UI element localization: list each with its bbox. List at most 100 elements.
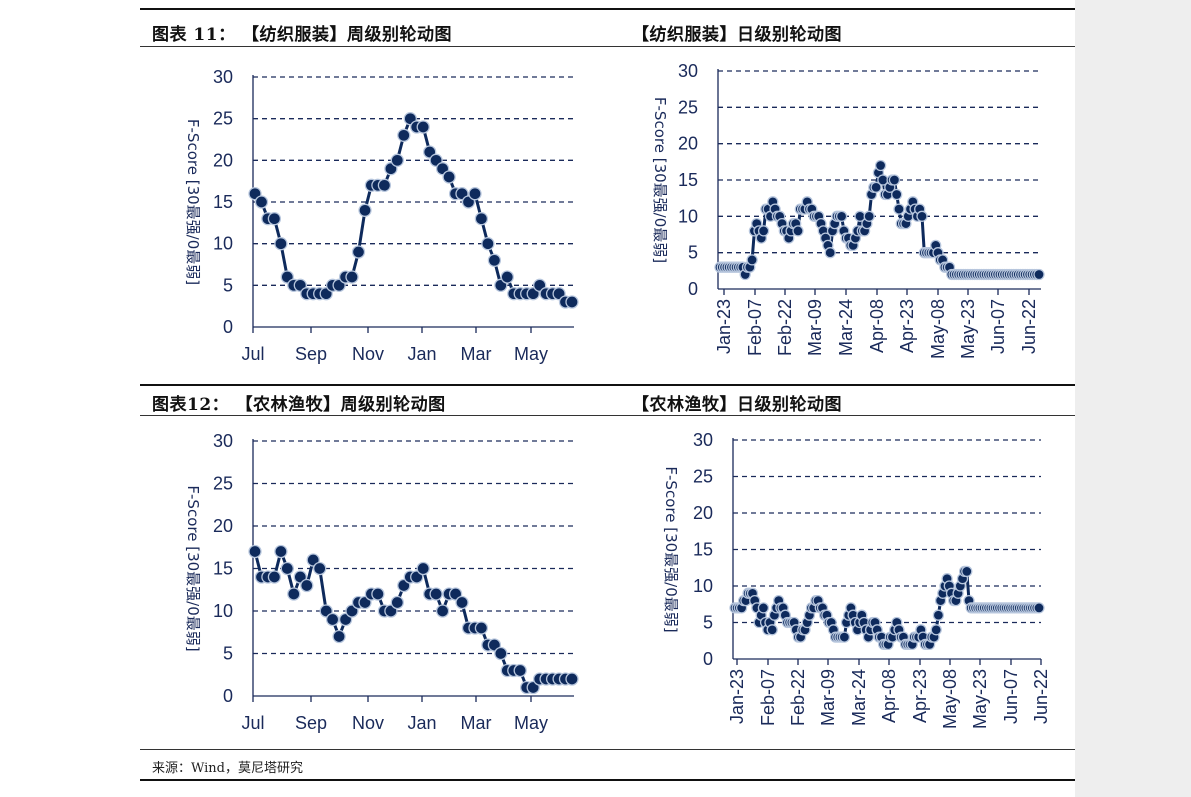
chart-3-point bbox=[565, 672, 579, 686]
chart-4-ytick-label-20: 20 bbox=[693, 503, 713, 523]
chart-2-xtick-label-2: Feb-07 bbox=[745, 299, 765, 356]
chart-2-ytick-label-25: 25 bbox=[678, 97, 698, 117]
chart-1-ytick-label-5: 5 bbox=[223, 275, 233, 295]
chart-1-ytick-label-25: 25 bbox=[213, 109, 233, 129]
chart-3-xtick-label-5: Mar bbox=[461, 713, 492, 733]
chart-2-point bbox=[891, 188, 903, 201]
chart-4-xtick-label-10: Jun-07 bbox=[1001, 669, 1021, 724]
chart-2-point bbox=[863, 210, 875, 222]
figure-12-title-rule bbox=[140, 415, 1075, 416]
chart-1-point bbox=[345, 270, 359, 284]
chart-1-xtick-label-4: Jan bbox=[407, 344, 436, 364]
chart-3-point bbox=[494, 646, 508, 661]
chart-4-point bbox=[766, 624, 778, 636]
chart-3-ytick-label-5: 5 bbox=[223, 644, 233, 664]
chart-2-ytick-label-0: 0 bbox=[688, 279, 698, 299]
chart-2-point bbox=[874, 159, 887, 172]
chart-1-point bbox=[442, 170, 456, 184]
chart-3-y-axis-label: F-Score [30最强/0最弱] bbox=[184, 485, 202, 651]
chart-4-ytick-label-0: 0 bbox=[703, 649, 713, 669]
chart-4-xtick-label-3: Feb-22 bbox=[788, 669, 808, 726]
chart-1-xtick-label-3: Nov bbox=[352, 344, 384, 364]
chart-1-point bbox=[397, 128, 411, 142]
chart-2-xtick-label-11: Jun-22 bbox=[1019, 299, 1039, 354]
chart-4-ytick-label-15: 15 bbox=[693, 540, 713, 560]
chart-4-xtick-label-8: May-08 bbox=[940, 669, 960, 729]
chart-1-ytick-label-15: 15 bbox=[213, 192, 233, 212]
chart-2-ytick-label-10: 10 bbox=[678, 206, 698, 226]
chart-3-point bbox=[435, 604, 450, 618]
chart-2-ytick-label-5: 5 bbox=[688, 243, 698, 263]
chart-4-xtick-label-5: Mar-24 bbox=[849, 669, 869, 726]
chart-4-ytick-label-25: 25 bbox=[693, 467, 713, 487]
chart-3-point bbox=[300, 578, 314, 593]
chart-4-point bbox=[838, 631, 851, 643]
chart-4-point bbox=[932, 609, 945, 621]
chart-1-xtick-label-1: Jul bbox=[241, 344, 264, 364]
chart-2-xtick-label-6: Apr-08 bbox=[867, 299, 887, 353]
chart-3-point bbox=[248, 544, 262, 559]
chart-3-point bbox=[513, 663, 527, 678]
chart-3-ytick-label-0: 0 bbox=[223, 686, 233, 706]
source-rule bbox=[140, 749, 1075, 750]
chart-2-xtick-label-8: May-08 bbox=[928, 299, 948, 359]
chart-3-point bbox=[313, 561, 327, 576]
chart-1-point bbox=[358, 203, 372, 217]
chart-2-xtick-label-10: Jun-07 bbox=[988, 299, 1008, 354]
chart-1-point bbox=[416, 120, 430, 134]
chart-4-ytick-label-5: 5 bbox=[703, 613, 713, 633]
chart-2-point bbox=[870, 181, 882, 193]
chart-2-xtick-label-1: Jan-23 bbox=[714, 299, 734, 354]
chart-4-point bbox=[930, 624, 942, 636]
chart-4-y-axis-label: F-Score [30最强/0最弱] bbox=[662, 466, 680, 632]
chart-1-point bbox=[267, 212, 282, 226]
chart-3-point bbox=[371, 587, 385, 601]
chart-1-ytick-label-20: 20 bbox=[213, 150, 233, 170]
figure-11-title-rule bbox=[140, 46, 1075, 47]
chart-1-y-axis-label: F-Score [30最强/0最弱] bbox=[184, 119, 202, 285]
chart-3-point bbox=[390, 595, 404, 610]
chart-4-xtick-label-2: Feb-07 bbox=[758, 669, 778, 726]
chart-1-xtick-label-2: Sep bbox=[295, 344, 327, 364]
chart-1-point bbox=[500, 270, 514, 284]
chart-3-point bbox=[474, 621, 489, 635]
chart-2-ytick-label-30: 30 bbox=[678, 61, 698, 81]
chart-1-point bbox=[390, 153, 404, 167]
chart-1-point bbox=[377, 178, 392, 192]
figure-11-daily-title: 【纺织服装】日级别轮动图 bbox=[632, 25, 842, 45]
chart-2-point bbox=[792, 225, 804, 237]
figure-12-weekly-title: 图表12： 【农林渔牧】周级别轮动图 bbox=[152, 395, 446, 415]
chart-3-point bbox=[267, 570, 282, 584]
chart-2-xtick-label-7: Apr-23 bbox=[897, 299, 917, 353]
chart-2-xtick-label-5: Mar-24 bbox=[836, 299, 856, 356]
chart-2-point bbox=[824, 247, 836, 259]
chart-3-point bbox=[274, 544, 288, 559]
chart-3-xtick-label-3: Nov bbox=[352, 713, 384, 733]
chart-4-xtick-label-9: May-23 bbox=[970, 669, 990, 729]
chart-4-point bbox=[757, 602, 770, 614]
chart-4-xtick-label-4: Mar-09 bbox=[818, 669, 838, 726]
chart-1-point bbox=[481, 237, 495, 251]
chart-3-point bbox=[287, 587, 301, 601]
chart-1-point bbox=[468, 187, 482, 201]
chart-1-point bbox=[474, 212, 489, 226]
chart-2-ytick-label-20: 20 bbox=[678, 134, 698, 154]
chart-4-point bbox=[961, 565, 973, 578]
chart-4-ytick-label-30: 30 bbox=[693, 430, 713, 450]
chart-1-xtick-label-6: May bbox=[514, 344, 548, 364]
chart-2-point bbox=[916, 210, 928, 222]
chart-1-point bbox=[274, 237, 288, 251]
chart-2-ytick-label-15: 15 bbox=[678, 170, 698, 190]
chart-4-xtick-label-7: Apr-23 bbox=[910, 669, 930, 723]
top-rule bbox=[140, 8, 1075, 10]
chart-2-point bbox=[757, 225, 770, 237]
chart-2-point bbox=[746, 254, 758, 266]
bottom-rule bbox=[140, 779, 1075, 781]
chart-4-xtick-label-1: Jan-23 bbox=[727, 669, 747, 724]
chart-1-ytick-label-30: 30 bbox=[213, 67, 233, 87]
chart-2-y-axis-label: F-Score [30最强/0最弱] bbox=[651, 97, 669, 263]
chart-1-point bbox=[351, 245, 366, 259]
figure-12-daily-title: 【农林渔牧】日级别轮动图 bbox=[632, 395, 842, 415]
source-note: 来源：Wind，莫尼塔研究 bbox=[152, 761, 303, 776]
